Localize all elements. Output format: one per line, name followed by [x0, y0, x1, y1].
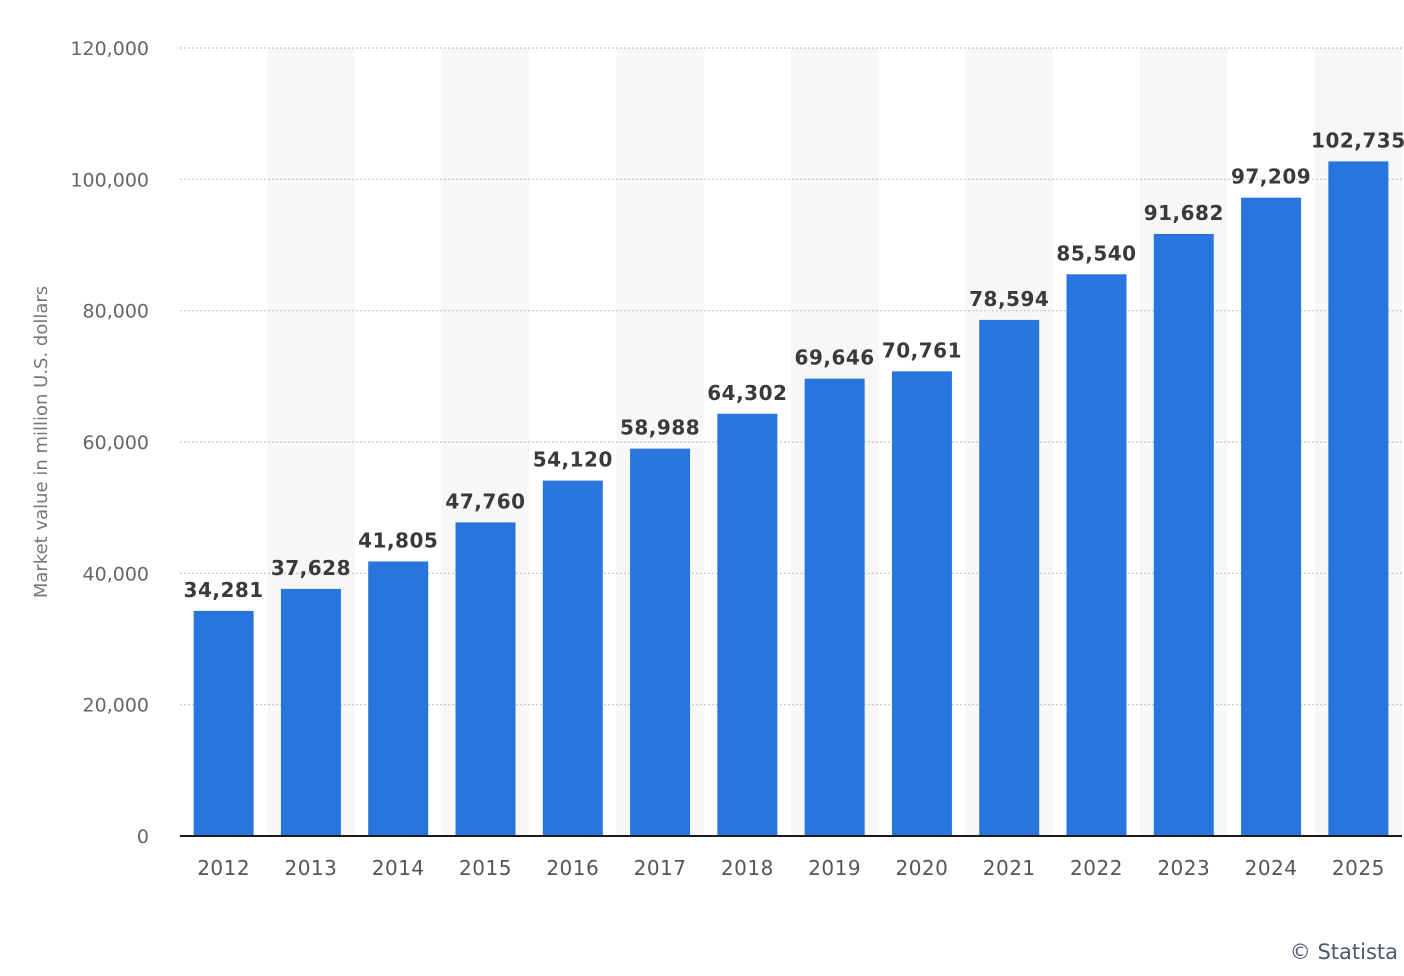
data-label-2014: 41,805	[358, 528, 438, 552]
bar-2016[interactable]	[542, 480, 603, 836]
bar-2013[interactable]	[280, 588, 341, 836]
x-tick-label: 2012	[197, 856, 250, 880]
x-tick-label: 2025	[1332, 856, 1385, 880]
x-tick-label: 2013	[284, 856, 337, 880]
bar-2025[interactable]	[1328, 161, 1389, 836]
data-labels: 34,281 37,628 41,805 47,760 54,120 58,988 64,3…	[184, 128, 1404, 602]
x-tick-label: 2014	[372, 856, 425, 880]
data-label-2021: 78,594	[969, 287, 1049, 311]
data-label-2017: 58,988	[620, 416, 700, 440]
bar-2024[interactable]	[1241, 197, 1302, 837]
bar-2021[interactable]	[979, 319, 1040, 836]
bar-2018[interactable]	[717, 413, 778, 836]
y-axis-title: Market value in million U.S. dollars	[31, 286, 52, 598]
y-tick-label: 20,000	[83, 695, 149, 717]
bar-2022[interactable]	[1066, 274, 1127, 836]
bar-2020[interactable]	[891, 371, 952, 836]
statista-credit-link[interactable]: © Statista	[1289, 940, 1398, 964]
bar-2012[interactable]	[193, 610, 254, 836]
data-label-2022: 85,540	[1056, 241, 1136, 265]
data-label-2020: 70,761	[882, 338, 962, 362]
bar-2019[interactable]	[804, 378, 865, 836]
data-label-2016: 54,120	[533, 448, 613, 472]
x-axis-ticks: 2012 2013 2014 2015 2016 2017 2018 2019 2020 2021…	[197, 856, 1385, 880]
y-tick-label: 60,000	[83, 432, 149, 454]
x-tick-label: 2020	[895, 856, 948, 880]
data-label-2019: 69,646	[795, 346, 875, 370]
x-tick-label: 2022	[1070, 856, 1123, 880]
y-tick-label: 100,000	[70, 169, 149, 191]
x-tick-label: 2024	[1245, 856, 1298, 880]
data-label-2024: 97,209	[1231, 165, 1311, 189]
bar-2017[interactable]	[630, 448, 691, 836]
x-tick-label: 2018	[721, 856, 774, 880]
data-label-2013: 37,628	[271, 556, 351, 580]
x-tick-label: 2019	[808, 856, 861, 880]
y-tick-label: 0	[137, 826, 149, 848]
x-tick-label: 2015	[459, 856, 512, 880]
bar-2015[interactable]	[455, 522, 516, 836]
data-label-2023: 91,682	[1144, 201, 1224, 225]
y-tick-label: 40,000	[83, 563, 149, 585]
data-label-2012: 34,281	[184, 578, 264, 602]
y-tick-label: 120,000	[70, 38, 149, 60]
x-tick-label: 2021	[983, 856, 1036, 880]
x-tick-label: 2023	[1157, 856, 1210, 880]
y-tick-label: 80,000	[83, 301, 149, 323]
x-tick-label: 2017	[634, 856, 687, 880]
y-axis-ticks: 0 20,000 40,000 60,000 80,000 100,000 120,000	[70, 38, 149, 848]
data-label-2015: 47,760	[445, 489, 525, 513]
bar-2023[interactable]	[1153, 233, 1214, 837]
bar-2014[interactable]	[368, 561, 429, 836]
x-tick-label: 2016	[546, 856, 599, 880]
bars	[193, 161, 1389, 837]
data-label-2025: 102,735	[1311, 128, 1404, 152]
data-label-2018: 64,302	[707, 381, 787, 405]
